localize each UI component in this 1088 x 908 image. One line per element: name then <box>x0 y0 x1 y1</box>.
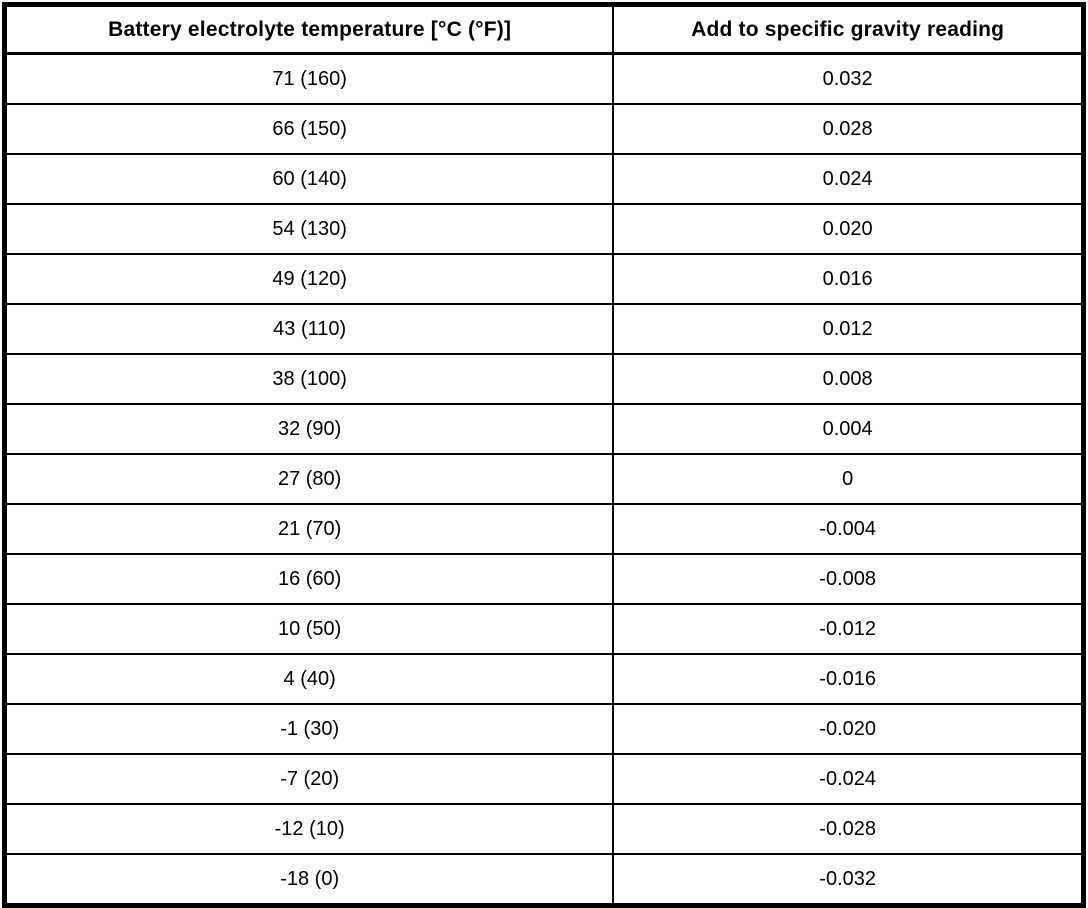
temperature-cell: 27 (80) <box>3 453 615 505</box>
gravity-correction-cell: 0.024 <box>612 153 1085 205</box>
table-row: 10 (50) -0.012 <box>3 603 1085 655</box>
temperature-cell: 54 (130) <box>3 203 615 255</box>
gravity-correction-cell: -0.008 <box>612 553 1085 605</box>
header-row: Battery electrolyte temperature [°C (°F)… <box>3 3 1085 55</box>
table-header: Battery electrolyte temperature [°C (°F)… <box>3 3 1085 55</box>
gravity-correction-cell: -0.016 <box>612 653 1085 705</box>
gravity-correction-cell: -0.032 <box>612 853 1085 907</box>
temperature-cell: 38 (100) <box>3 353 615 405</box>
table-row: 32 (90) 0.004 <box>3 403 1085 455</box>
table-row: -18 (0) -0.032 <box>3 853 1085 907</box>
gravity-correction-cell: 0.020 <box>612 203 1085 255</box>
table-row: 43 (110) 0.012 <box>3 303 1085 355</box>
temperature-cell: 10 (50) <box>3 603 615 655</box>
table-row: 71 (160) 0.032 <box>3 52 1085 105</box>
gravity-correction-cell: 0.028 <box>612 103 1085 155</box>
table-body: 71 (160) 0.032 66 (150) 0.028 60 (140) 0.024 5… <box>3 52 1085 907</box>
temperature-cell: 60 (140) <box>3 153 615 205</box>
table-row: 4 (40) -0.016 <box>3 653 1085 705</box>
gravity-correction-cell: 0 <box>612 453 1085 505</box>
temperature-cell: 16 (60) <box>3 553 615 605</box>
table-row: -12 (10) -0.028 <box>3 803 1085 855</box>
temperature-cell: -12 (10) <box>3 803 615 855</box>
gravity-correction-cell: 0.012 <box>612 303 1085 355</box>
gravity-correction-cell: -0.024 <box>612 753 1085 805</box>
temperature-column-header: Battery electrolyte temperature [°C (°F)… <box>3 3 615 55</box>
table-row: -1 (30) -0.020 <box>3 703 1085 755</box>
temperature-cell: 49 (120) <box>3 253 615 305</box>
gravity-correction-cell: 0.008 <box>612 353 1085 405</box>
temperature-cell: -18 (0) <box>3 853 615 907</box>
table-row: 66 (150) 0.028 <box>3 103 1085 155</box>
gravity-correction-cell: 0.016 <box>612 253 1085 305</box>
table-row: 54 (130) 0.020 <box>3 203 1085 255</box>
table-row: -7 (20) -0.024 <box>3 753 1085 805</box>
temperature-cell: 4 (40) <box>3 653 615 705</box>
table-row: 60 (140) 0.024 <box>3 153 1085 205</box>
gravity-correction-cell: 0.004 <box>612 403 1085 455</box>
gravity-correction-cell: -0.004 <box>612 503 1085 555</box>
temperature-cell: 71 (160) <box>3 52 615 105</box>
gravity-correction-cell: -0.012 <box>612 603 1085 655</box>
gravity-correction-cell: -0.028 <box>612 803 1085 855</box>
table-row: 38 (100) 0.008 <box>3 353 1085 405</box>
table-row: 21 (70) -0.004 <box>3 503 1085 555</box>
temperature-cell: 66 (150) <box>3 103 615 155</box>
table-row: 27 (80) 0 <box>3 453 1085 505</box>
table-row: 16 (60) -0.008 <box>3 553 1085 605</box>
temperature-cell: 21 (70) <box>3 503 615 555</box>
table-row: 49 (120) 0.016 <box>3 253 1085 305</box>
temperature-cell: -7 (20) <box>3 753 615 805</box>
temperature-cell: 43 (110) <box>3 303 615 355</box>
temperature-cell: -1 (30) <box>3 703 615 755</box>
temperature-cell: 32 (90) <box>3 403 615 455</box>
gravity-correction-cell: -0.020 <box>612 703 1085 755</box>
gravity-correction-cell: 0.032 <box>612 52 1085 105</box>
gravity-column-header: Add to specific gravity reading <box>612 3 1085 55</box>
